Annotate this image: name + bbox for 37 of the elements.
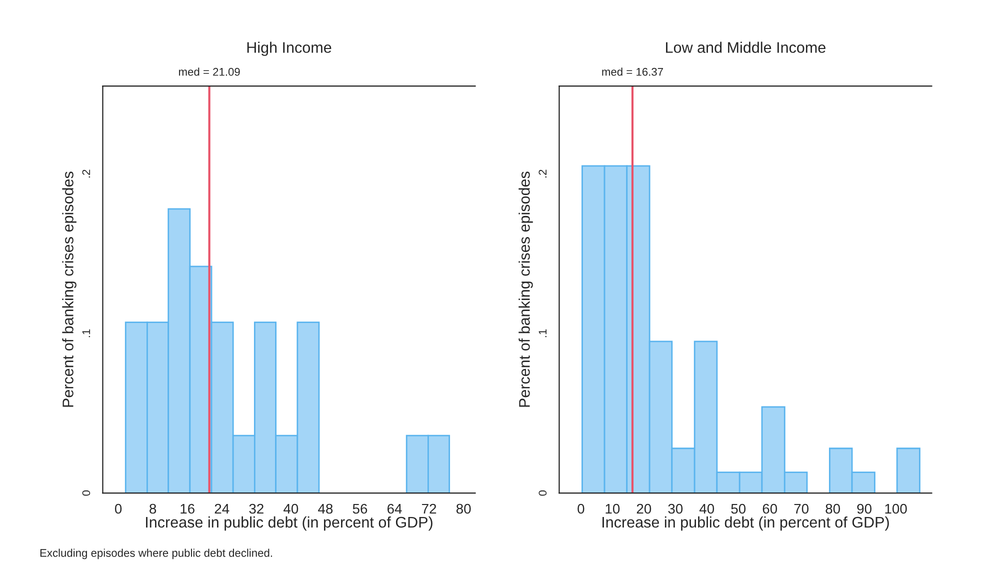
x-tick-label: 24 bbox=[214, 504, 230, 514]
x-tick-label: 32 bbox=[249, 504, 264, 514]
y-tick-label: 0 bbox=[82, 490, 90, 496]
x-tick-label: 100 bbox=[885, 504, 907, 514]
x-tick-label: 10 bbox=[606, 504, 620, 514]
y-tick-label: .2 bbox=[82, 170, 90, 178]
x-tick-label: 64 bbox=[388, 504, 402, 514]
x-tick-label: 30 bbox=[668, 504, 683, 514]
y-tick-label: .1 bbox=[82, 329, 90, 338]
x-tick-label: 60 bbox=[762, 504, 778, 514]
y-tick-label: 0 bbox=[538, 490, 547, 496]
x-tick-label: 8 bbox=[150, 504, 156, 514]
ref-line-label: med = 21.09 bbox=[179, 68, 240, 76]
y-tick-label: .1 bbox=[538, 329, 546, 338]
text: Excluding episodes where public debt declined. bbox=[40, 548, 272, 560]
x-tick-label: 80 bbox=[456, 504, 471, 514]
x-axis-title: Increase in public debt (in percent of GDP) bbox=[146, 516, 432, 531]
y-tick-label: .2 bbox=[538, 170, 546, 178]
x-axis-title: Increase in public debt (in percent of GDP) bbox=[602, 516, 889, 531]
x-tick-label: 40 bbox=[284, 504, 298, 514]
x-tick-label: 70 bbox=[794, 504, 809, 514]
x-tick-label: 72 bbox=[422, 504, 436, 514]
x-tick-label: 48 bbox=[318, 504, 333, 514]
y-axis-title: Percent of banking crises episodes bbox=[518, 172, 533, 407]
x-tick-label: 0 bbox=[114, 504, 122, 514]
x-tick-label: 56 bbox=[352, 504, 368, 514]
y-axis-title: Percent of banking crises episodes bbox=[62, 172, 76, 407]
x-tick-label: 80 bbox=[826, 504, 840, 514]
x-tick-label: 50 bbox=[731, 504, 746, 514]
chart-title: Low and Middle Income bbox=[666, 42, 826, 53]
x-tick-label: 16 bbox=[180, 504, 194, 514]
chart-title: High Income bbox=[247, 42, 332, 56]
x-tick-label: 90 bbox=[857, 504, 872, 514]
x-tick-label: 0 bbox=[578, 504, 584, 514]
ref-line-label: med = 16.37 bbox=[602, 68, 663, 76]
x-tick-label: 40 bbox=[699, 504, 714, 514]
x-tick-label: 20 bbox=[636, 504, 652, 514]
